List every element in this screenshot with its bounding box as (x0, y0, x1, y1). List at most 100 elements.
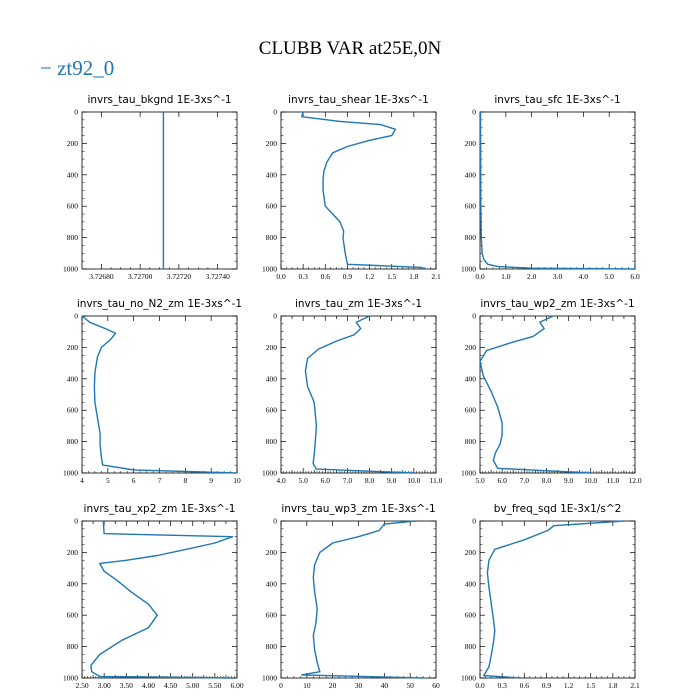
series-line-zt92_0 (479, 315, 591, 474)
x-tick-label: 0.0 (475, 272, 485, 281)
y-tick-label: 200 (465, 343, 477, 352)
y-tick-label: 400 (266, 579, 278, 588)
y-tick-label: 1000 (461, 469, 476, 478)
x-tick-label: 60 (432, 681, 440, 690)
y-tick-label: 0 (273, 108, 277, 117)
legend-label: zt92_0 (57, 56, 115, 80)
y-tick-label: 800 (465, 233, 477, 242)
panel-frame (280, 315, 437, 474)
x-tick-label: 6 (132, 476, 136, 485)
x-tick-label: 5.50 (208, 681, 221, 690)
x-tick-label: 1.8 (608, 681, 618, 690)
panel-8: invrs_tau_wp3_zm 1E-3xs^-10 10 20 30 40 50 600… (262, 503, 440, 690)
y-tick-label: 0 (472, 312, 476, 321)
y-tick-label: 800 (266, 233, 278, 242)
x-tick-label: 2.1 (431, 272, 441, 281)
y-tick-label: 600 (67, 202, 79, 211)
y-tick-label: 600 (465, 202, 477, 211)
x-tick-label: 1.2 (564, 681, 574, 690)
x-tick-label: 8.0 (542, 476, 552, 485)
x-tick-label: 4.0 (579, 272, 589, 281)
y-tick-label: 0 (74, 517, 78, 526)
panel-title: invrs_tau_xp2_zm 1E-3xs^-1 (84, 503, 236, 515)
series-line-zt92_0 (483, 520, 624, 679)
y-tick-label: 1000 (461, 674, 476, 683)
x-tick-label: 7.0 (520, 476, 530, 485)
x-tick-label: 10.0 (584, 476, 597, 485)
x-tick-label: 3.0 (553, 272, 563, 281)
panel-frame (81, 520, 238, 679)
x-tick-label: 20 (329, 681, 337, 690)
x-tick-label: 3.72700 (128, 272, 153, 281)
x-tick-label: 9 (209, 476, 213, 485)
panel-6: invrs_tau_wp2_zm 1E-3xs^-1 5.0 6.0 7.0 8.0 9.… (461, 298, 642, 485)
x-tick-label: 10.0 (407, 476, 420, 485)
x-tick-label: 2.1 (630, 681, 640, 690)
y-tick-label: 800 (266, 437, 278, 446)
x-tick-label: 0.6 (321, 272, 331, 281)
x-tick-label: 0.0 (475, 681, 485, 690)
y-tick-label: 800 (67, 233, 79, 242)
panel-title: invrs_tau_wp3_zm 1E-3xs^-1 (281, 503, 435, 515)
y-tick-label: 200 (67, 548, 79, 557)
series-line-zt92_0 (81, 315, 238, 474)
x-tick-label: 40 (381, 681, 389, 690)
y-tick-label: 600 (465, 611, 477, 620)
series-line-zt92_0 (90, 520, 234, 679)
x-tick-label: 10 (233, 476, 241, 485)
x-tick-label: 1.8 (409, 272, 419, 281)
x-tick-label: 1.5 (586, 681, 596, 690)
y-tick-label: 200 (266, 343, 278, 352)
y-tick-label: 1000 (63, 469, 78, 478)
x-tick-label: 10 (303, 681, 311, 690)
panel-title: invrs_tau_wp2_zm 1E-3xs^-1 (480, 298, 634, 310)
x-tick-label: 6.00 (230, 681, 243, 690)
y-tick-label: 1000 (262, 674, 277, 683)
x-tick-label: 0.6 (520, 681, 530, 690)
x-tick-label: 4.50 (164, 681, 177, 690)
y-tick-label: 600 (266, 406, 278, 415)
x-tick-label: 3.00 (98, 681, 111, 690)
y-tick-label: 400 (465, 374, 477, 383)
y-tick-label: 800 (465, 642, 477, 651)
x-tick-label: 4.00 (142, 681, 155, 690)
panel-title: invrs_tau_shear 1E-3xs^-1 (288, 94, 429, 106)
y-tick-label: 200 (67, 139, 79, 148)
y-tick-label: 800 (465, 437, 477, 446)
y-tick-label: 400 (465, 579, 477, 588)
x-tick-label: 12.0 (628, 476, 641, 485)
x-tick-label: 30 (355, 681, 363, 690)
y-tick-label: 600 (67, 611, 79, 620)
y-tick-label: 600 (266, 611, 278, 620)
x-tick-label: 5.0 (475, 476, 485, 485)
y-tick-label: 200 (266, 139, 278, 148)
x-tick-label: 9.0 (387, 476, 397, 485)
y-tick-label: 600 (67, 406, 79, 415)
x-tick-label: 5.0 (298, 476, 308, 485)
panel-7: invrs_tau_xp2_zm 1E-3xs^-1 2.50 3.00 3.50 4.… (63, 503, 244, 690)
panel-title: invrs_tau_no_N2_zm 1E-3xs^-1 (77, 298, 242, 310)
x-tick-label: 11.0 (606, 476, 619, 485)
series-line-zt92_0 (301, 520, 424, 679)
x-tick-label: 6.0 (321, 476, 331, 485)
legend-line-icon: − (40, 56, 52, 80)
y-tick-label: 200 (67, 343, 79, 352)
panel-5: invrs_tau_zm 1E-3xs^-1 4.0 5.0 6.0 7.0 8.0 9.0… (262, 298, 443, 485)
y-tick-label: 600 (266, 202, 278, 211)
panel-4: invrs_tau_no_N2_zm 1E-3xs^-1 4 5 6 7 8 9 10 0 200… (63, 298, 242, 485)
x-tick-label: 8.0 (365, 476, 375, 485)
y-tick-label: 800 (266, 642, 278, 651)
x-tick-label: 5.0 (604, 272, 614, 281)
y-tick-label: 400 (67, 170, 79, 179)
y-tick-label: 800 (67, 437, 79, 446)
panel-frame (479, 520, 636, 679)
y-tick-label: 200 (266, 548, 278, 557)
x-tick-label: 50 (406, 681, 414, 690)
x-tick-label: 1.0 (501, 272, 511, 281)
y-tick-label: 800 (67, 642, 79, 651)
figure-title: CLUBB VAR at25E,0N (258, 38, 442, 59)
x-tick-label: 2.50 (75, 681, 88, 690)
series-line-zt92_0 (301, 111, 426, 270)
panel-title: invrs_tau_zm 1E-3xs^-1 (295, 298, 422, 310)
x-tick-label: 4 (80, 476, 84, 485)
